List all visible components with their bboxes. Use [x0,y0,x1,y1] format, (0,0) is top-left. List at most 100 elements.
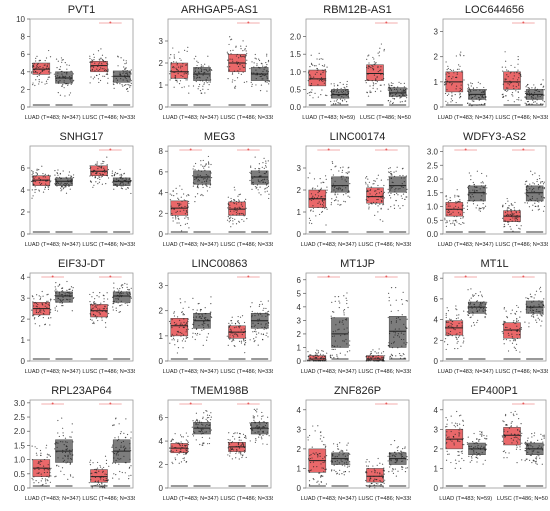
data-point [338,188,339,189]
data-point [445,93,446,94]
data-point [510,229,511,230]
data-point [507,90,508,91]
data-point [61,294,62,295]
data-point [32,67,33,68]
data-point [447,419,448,420]
data-point [257,427,258,428]
data-point [96,164,97,165]
data-point [378,71,379,72]
data-point [112,451,113,452]
data-point [55,442,56,443]
data-point [112,478,113,479]
data-point [186,452,187,453]
data-point [43,313,44,314]
data-point [42,71,43,72]
data-point [186,453,187,454]
data-point [307,351,308,352]
data-point [227,336,228,337]
data-point [376,202,377,203]
data-point [318,360,319,361]
data-point [186,211,187,212]
data-point [243,221,244,222]
data-point [402,94,403,95]
data-point [33,476,34,477]
data-point [240,194,241,195]
data-point [201,64,202,65]
chart-title: LINC00863 [192,258,248,270]
data-point [107,63,108,64]
data-point [324,360,325,361]
data-point [445,101,446,102]
data-point [95,305,96,306]
data-point [391,287,392,288]
data-point [236,223,237,224]
category-label: LUSC (T=486; N=50) [497,496,548,502]
data-point [246,54,247,55]
data-point [513,88,514,89]
data-point [467,209,468,210]
data-point [269,435,270,436]
data-point [58,81,59,82]
data-point [121,174,122,175]
data-point [208,425,209,426]
data-point [388,84,389,85]
data-point [240,56,241,57]
data-point [202,433,203,434]
data-point [246,208,247,209]
data-point [233,449,234,450]
data-point [36,312,37,313]
data-point [171,319,172,320]
data-point [241,204,242,205]
data-point [388,209,389,210]
data-point [468,87,469,88]
data-point [199,422,200,423]
data-point [521,443,522,444]
data-point [230,198,231,199]
data-point [63,461,64,462]
data-point [309,75,310,76]
data-point [230,50,231,51]
data-point [514,75,515,76]
data-point [373,68,374,69]
data-point [107,78,108,79]
data-point [130,79,131,80]
data-point [481,446,482,447]
data-point [513,322,514,323]
normal-box [524,171,545,212]
y-tick-label: 1 [297,343,302,352]
data-point [98,296,99,297]
data-point [230,220,231,221]
data-point [346,450,347,451]
data-point [73,73,74,74]
data-point [100,58,101,59]
data-point [118,454,119,455]
data-point [68,181,69,182]
data-point [342,172,343,173]
data-point [535,90,536,91]
data-point [37,169,38,170]
data-point [462,450,463,451]
y-tick-label: 2 [159,209,164,218]
data-point [202,437,203,438]
data-point [372,356,373,357]
y-tick-label: 0.5 [14,470,26,479]
data-point [318,352,319,353]
data-point [183,313,184,314]
significance-star [109,149,111,151]
data-point [34,69,35,70]
data-point [45,324,46,325]
data-point [335,340,336,341]
data-point [259,186,260,187]
data-point [120,74,121,75]
y-tick-label: 0.5 [427,216,439,225]
data-point [446,443,447,444]
data-point [445,338,446,339]
data-point [394,191,395,192]
data-point [467,205,468,206]
data-point [70,458,71,459]
data-point [228,203,229,204]
data-point [480,188,481,189]
data-point [331,318,332,319]
data-point [474,200,475,201]
data-point [476,461,477,462]
